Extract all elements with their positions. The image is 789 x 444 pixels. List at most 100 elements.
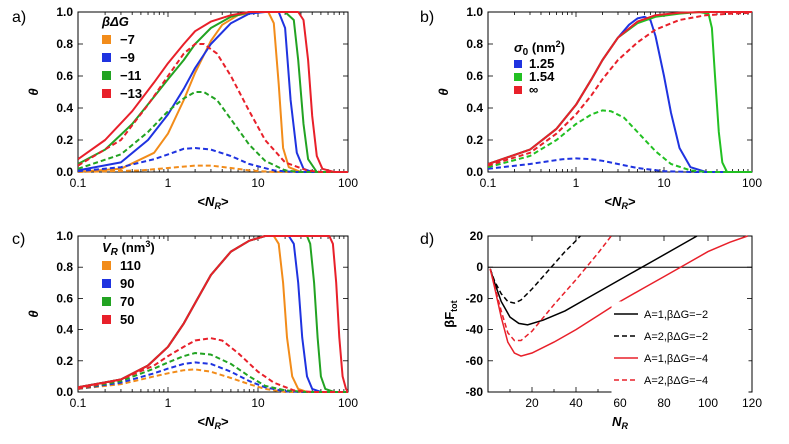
y-tick-label: 0.8 xyxy=(56,37,73,51)
x-axis-label: <NR> xyxy=(197,194,228,211)
x-tick-label: 0.1 xyxy=(480,176,497,190)
legend-label: ∞ xyxy=(529,82,538,97)
legend-swatch xyxy=(514,60,522,68)
x-tick-label: 80 xyxy=(657,396,671,410)
y-axis-label: βFtot xyxy=(442,300,459,327)
y-tick-label: 0.0 xyxy=(56,165,73,179)
x-tick-label: 100 xyxy=(338,176,358,190)
y-tick-label: 1.0 xyxy=(466,5,483,19)
chart-panel-2: b) 0.1 1 10 100 0.0 0.2 0.4 0.6 0.8 1.0 <NR> θ σ0 (nm… xyxy=(420,5,762,211)
y-tick-label: 0.2 xyxy=(56,133,73,147)
series-line-dashed xyxy=(488,11,752,167)
series-line-solid xyxy=(78,235,348,393)
y-tick-label: 0 xyxy=(476,260,483,274)
x-axis-label: <NR> xyxy=(604,194,635,211)
curves xyxy=(489,235,748,357)
x-tick-label: 100 xyxy=(698,396,718,410)
legend-label: A=1,βΔG=−4 xyxy=(644,353,708,365)
legend-swatch xyxy=(102,71,111,80)
series-line-dashed xyxy=(78,337,348,393)
y-tick-label: 0.4 xyxy=(56,101,73,115)
x-axis-label: <NR> xyxy=(197,414,228,431)
plot-frame xyxy=(77,11,349,173)
legend-title: σ0 (nm2) xyxy=(514,39,565,58)
series-line-dashed xyxy=(488,109,752,173)
x-tick-label: 20 xyxy=(525,396,539,410)
legend-label: 70 xyxy=(120,294,134,309)
series-line-solid xyxy=(78,11,348,173)
y-tick-label: 0.6 xyxy=(466,69,483,83)
x-tick-label: 0.1 xyxy=(70,396,87,410)
legend-label: −11 xyxy=(120,68,141,83)
x-tick-label: 120 xyxy=(742,396,762,410)
x-tick-label: 40 xyxy=(569,396,583,410)
legend-swatch xyxy=(102,89,111,98)
legend-swatch xyxy=(102,297,111,306)
curves xyxy=(78,235,348,393)
series-line-solid xyxy=(78,11,348,173)
series-line-solid xyxy=(78,235,348,393)
x-tick-label: 1 xyxy=(165,396,172,410)
y-tick-label: 1.0 xyxy=(56,229,73,243)
legend-label: −9 xyxy=(120,50,135,65)
chart-panel-1: a) 0.1 1 10 100 0.0 0.2 0.4 0.6 0.8 1.0 <NR> θ βΔG −7 −… xyxy=(12,5,358,211)
x-tick-label: 60 xyxy=(613,396,627,410)
legend-title: VR (nm3) xyxy=(102,239,155,258)
series-line-solid xyxy=(78,235,348,393)
x-tick-label: 1 xyxy=(165,176,172,190)
y-tick-label: -80 xyxy=(466,385,484,399)
y-tick-label: 0.2 xyxy=(56,354,73,368)
legend-label: 1.54 xyxy=(529,69,555,84)
x-tick-label: 0.1 xyxy=(70,176,87,190)
series-line xyxy=(489,235,612,342)
y-axis-label: θ xyxy=(26,88,41,95)
legend-label: 1.25 xyxy=(529,56,554,71)
curves xyxy=(78,11,348,173)
series-line-dashed xyxy=(78,368,348,393)
series-line xyxy=(489,235,581,304)
y-tick-label: 0.0 xyxy=(466,165,483,179)
legend-label: 50 xyxy=(120,312,134,327)
legend-swatch xyxy=(102,279,111,288)
series-line-dashed xyxy=(488,157,752,173)
legend-box xyxy=(611,301,749,395)
y-tick-label: 0.0 xyxy=(56,385,73,399)
plot-frame xyxy=(487,11,753,173)
y-tick-label: -60 xyxy=(466,354,484,368)
panel-letter: a) xyxy=(12,9,26,26)
plot-frame xyxy=(77,235,349,393)
series-line-dashed xyxy=(78,164,348,173)
panel-letter: d) xyxy=(420,231,434,248)
series-line-dashed xyxy=(78,361,348,393)
legend-swatch xyxy=(102,53,111,62)
legend-swatch xyxy=(102,315,111,324)
legend-label: A=1,βΔG=−2 xyxy=(644,309,708,321)
x-tick-label: 10 xyxy=(251,176,265,190)
x-tick-label: 100 xyxy=(742,176,762,190)
series-line xyxy=(489,235,698,326)
y-tick-label: 1.0 xyxy=(56,5,73,19)
y-tick-label: -40 xyxy=(466,323,484,337)
series-line-dashed xyxy=(78,43,348,173)
x-tick-label: 10 xyxy=(657,176,671,190)
y-tick-label: 0.8 xyxy=(56,260,73,274)
legend-swatch xyxy=(514,86,522,94)
legend-swatch xyxy=(102,261,111,270)
legend-label: −7 xyxy=(120,32,135,47)
y-tick-label: 0.8 xyxy=(466,37,483,51)
y-tick-label: -20 xyxy=(466,291,484,305)
x-tick-label: 10 xyxy=(251,396,265,410)
y-axis-label: θ xyxy=(26,310,41,317)
y-tick-label: 0.6 xyxy=(56,69,73,83)
legend-label: 90 xyxy=(120,276,134,291)
y-tick-label: 0.4 xyxy=(466,101,483,115)
panel-letter: b) xyxy=(420,9,434,26)
legend-swatch xyxy=(102,35,111,44)
y-tick-label: 0.6 xyxy=(56,291,73,305)
legend-label: A=2,βΔG=−2 xyxy=(644,331,708,343)
legend-label: −13 xyxy=(120,86,142,101)
curves xyxy=(488,11,752,173)
y-tick-label: 0.4 xyxy=(56,323,73,337)
